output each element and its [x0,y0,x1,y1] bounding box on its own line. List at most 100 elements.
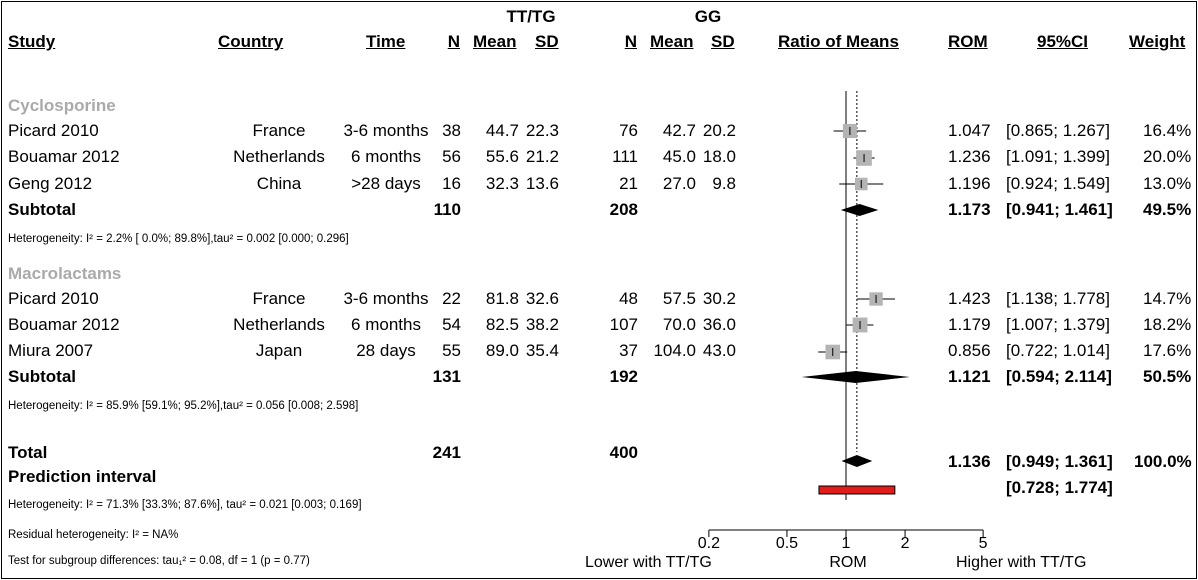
total-n1: 241 [432,443,461,462]
header-group1: TT/TG [506,7,556,26]
subtotal-rom: 1.173 [948,200,991,219]
study-mean2: 27.0 [662,174,696,193]
subtotal-label: Subtotal [8,367,76,386]
study-time: 6 months [351,147,421,166]
study-n1: 22 [442,289,461,308]
subtotal-label: Subtotal [8,200,76,219]
subtotal-ci: [0.941; 1.461] [1006,200,1113,219]
subtotal-diamond [840,204,879,216]
study-country: France [252,121,306,140]
subtotal-n1: 131 [432,367,461,386]
study-mean2: 104.0 [653,341,696,360]
study-mean2: 70.0 [662,315,696,334]
study-weight: 16.4% [1143,121,1192,140]
subtotal-diamond [801,371,910,383]
subgroup-label: Macrolactams [8,264,122,283]
study-ci: [1.138; 1.778] [1006,289,1110,308]
header-ci: 95%CI [1037,32,1089,51]
study-n2: 107 [609,315,638,334]
study-sd2: 30.2 [702,289,736,308]
study-rom: 1.179 [948,315,991,334]
total-ci: [0.949; 1.361] [1006,452,1113,471]
study-time: 28 days [356,341,416,360]
study-mean1: 81.8 [485,289,519,308]
study-n2: 76 [619,121,638,140]
header-sd2: SD [711,32,735,51]
axis-right-label: Higher with TT/TG [956,554,1087,571]
study-sd1: 38.2 [525,315,559,334]
study-sd2: 18.0 [702,147,736,166]
study-time: 3-6 months [343,289,429,308]
subtotal-n2: 192 [609,367,638,386]
study-sd2: 36.0 [702,315,736,334]
study-sd2: 43.0 [702,341,736,360]
study-mean1: 55.6 [485,147,519,166]
overall-heterogeneity: Heterogeneity: I² = 71.3% [33.3%; 87.6%]… [8,499,362,511]
subtotal-weight: 49.5% [1143,200,1192,219]
study-n1: 16 [442,174,461,193]
header-mean2: Mean [650,32,694,51]
x-tick-label: 1 [841,535,851,552]
study-rom: 1.047 [948,121,991,140]
subtotal-rom: 1.121 [948,367,991,386]
header-sd1: SD [535,32,559,51]
study-weight: 18.2% [1143,315,1192,334]
total-diamond [841,455,873,467]
subtotal-ci: [0.594; 2.114] [1006,367,1112,386]
study-sd1: 21.2 [525,147,559,166]
header-country: Country [218,32,284,51]
study-sd2: 20.2 [702,121,736,140]
study-n2: 21 [619,174,638,193]
total-rom: 1.136 [948,452,991,471]
study-time: >28 days [351,174,421,193]
study-rom: 1.196 [948,174,991,193]
x-tick-label: 2 [900,535,910,552]
header-rom: ROM [948,32,988,51]
subtotal-n1: 110 [433,200,461,219]
study-n1: 54 [442,315,461,334]
study-sd1: 35.4 [525,341,559,360]
x-tick-label: 0.5 [775,535,799,552]
study-mean1: 89.0 [485,341,519,360]
header-mean1: Mean [473,32,517,51]
residual-heterogeneity: Residual heterogeneity: I² = NA% [8,529,179,541]
study-sd1: 22.3 [525,121,559,140]
study-name: Geng 2012 [8,174,93,193]
header-n2: N [624,32,637,51]
study-weight: 17.6% [1143,341,1192,360]
study-time: 3-6 months [343,121,429,140]
heterogeneity-text: Heterogeneity: I² = 2.2% [ 0.0%; 89.8%],… [8,233,349,245]
study-sd1: 32.6 [525,289,559,308]
study-rom: 0.856 [948,341,991,360]
subtotal-n2: 208 [609,200,638,219]
prediction-label: Prediction interval [8,467,157,486]
x-tick-label: 5 [978,535,988,552]
study-name: Bouamar 2012 [8,147,120,166]
header-weight: Weight [1129,32,1186,51]
study-ci: [0.722; 1.014] [1006,341,1110,360]
study-weight: 20.0% [1143,147,1192,166]
study-ci: [1.007; 1.379] [1006,315,1110,334]
total-label: Total [8,443,48,462]
study-country: China [256,174,302,193]
prediction-ci: [0.728; 1.774] [1006,478,1113,497]
prediction-interval-bar [818,485,896,495]
axis-left-label: Lower with TT/TG [585,554,712,571]
study-weight: 14.7% [1143,289,1192,308]
study-country: France [252,289,306,308]
study-time: 6 months [351,315,421,334]
study-name: Picard 2010 [8,289,99,308]
study-name: Bouamar 2012 [8,315,120,334]
study-ci: [0.924; 1.549] [1006,174,1110,193]
study-n1: 55 [442,341,461,360]
study-rom: 1.423 [948,289,991,308]
study-ci: [1.091; 1.399] [1006,147,1110,166]
subtotal-weight: 50.5% [1143,367,1192,386]
subgroup-test: Test for subgroup differences: tau₁² = 0… [8,555,310,567]
header-study: Study [8,32,56,51]
axis-xlabel: ROM [829,554,867,571]
study-n1: 56 [442,147,461,166]
total-weight: 100.0% [1134,452,1192,471]
study-mean2: 57.5 [662,289,696,308]
